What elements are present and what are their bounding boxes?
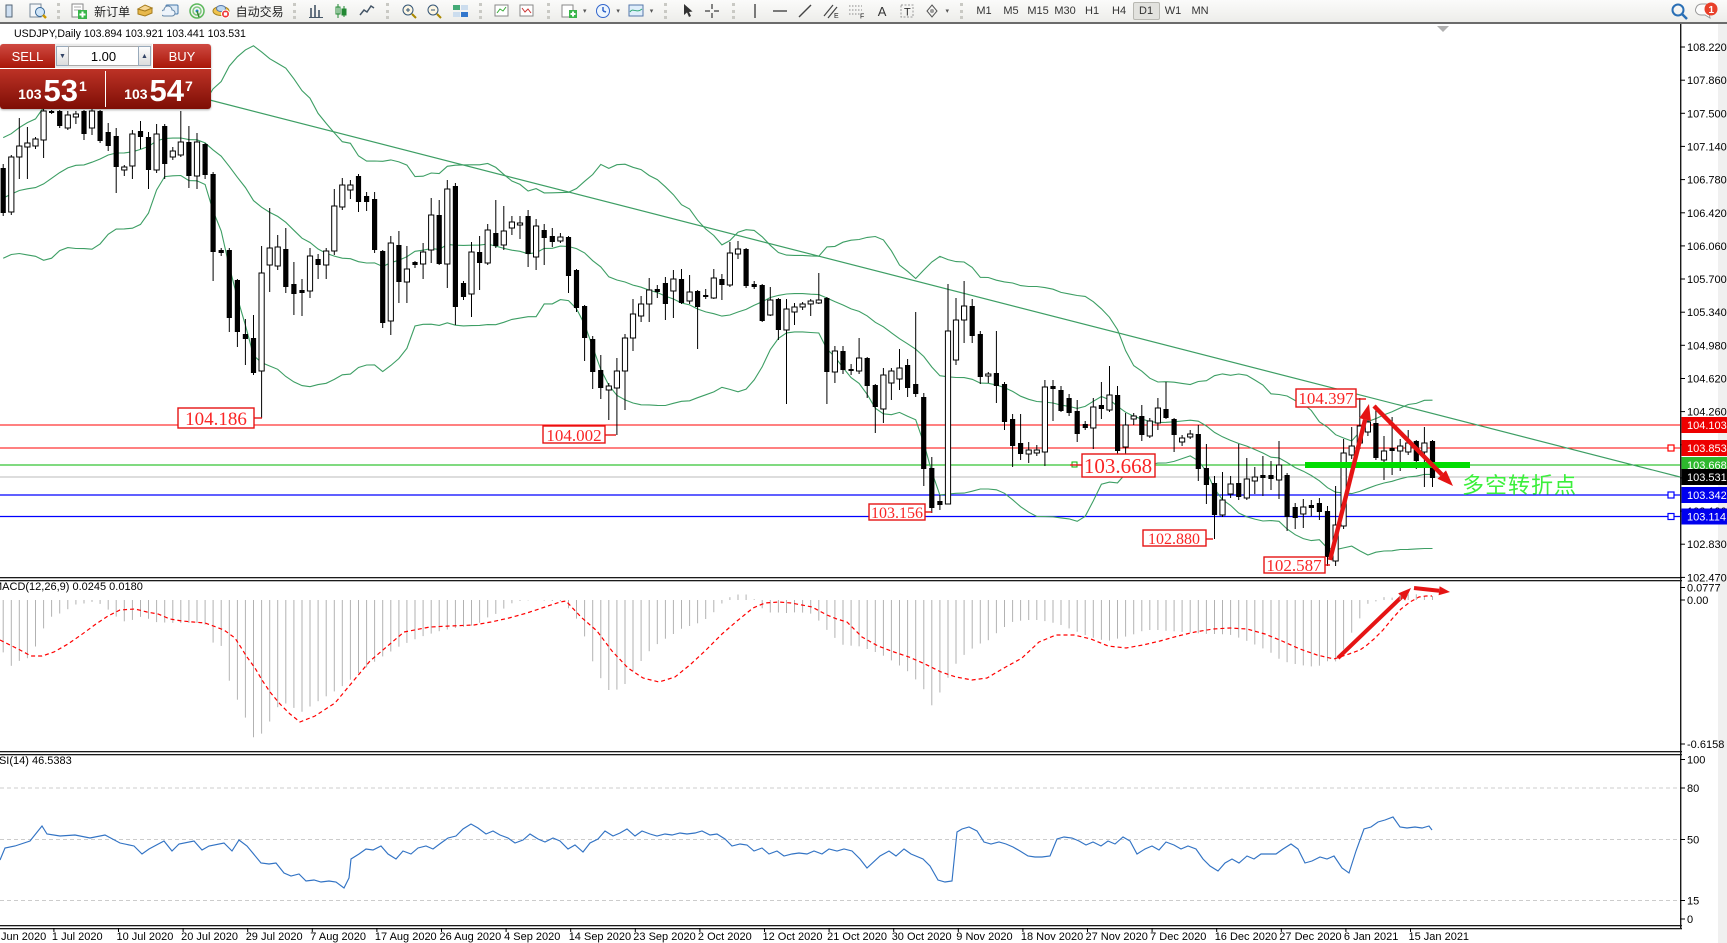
svg-text:10 Jul 2020: 10 Jul 2020 — [117, 931, 174, 943]
svg-text:102.470: 102.470 — [1687, 572, 1727, 584]
svg-text:104.980: 104.980 — [1687, 340, 1727, 352]
svg-text:MACD(12,26,9) 0.0245 0.0180: MACD(12,26,9) 0.0245 0.0180 — [0, 581, 143, 593]
svg-text:103.853: 103.853 — [1687, 443, 1727, 455]
svg-text:27 Nov 2020: 27 Nov 2020 — [1086, 931, 1148, 943]
svg-text:27 Dec 2020: 27 Dec 2020 — [1279, 931, 1341, 943]
svg-text:1: 1 — [1709, 5, 1715, 16]
svg-text:104.002: 104.002 — [546, 426, 601, 445]
svg-text:50: 50 — [1687, 835, 1699, 847]
svg-text:21 Oct 2020: 21 Oct 2020 — [827, 931, 887, 943]
svg-text:7 Aug 2020: 7 Aug 2020 — [310, 931, 366, 943]
svg-text:9 Nov 2020: 9 Nov 2020 — [956, 931, 1012, 943]
svg-text:30 Oct 2020: 30 Oct 2020 — [892, 931, 952, 943]
svg-text:Jun 2020: Jun 2020 — [1, 931, 46, 943]
svg-text:-0.6158: -0.6158 — [1687, 739, 1724, 751]
svg-text:103.531: 103.531 — [1687, 472, 1727, 484]
svg-text:107.860: 107.860 — [1687, 75, 1727, 87]
svg-text:多空转折点: 多空转折点 — [1462, 473, 1577, 498]
svg-text:0.00: 0.00 — [1687, 595, 1708, 607]
svg-text:18 Nov 2020: 18 Nov 2020 — [1021, 931, 1083, 943]
svg-text:4 Sep 2020: 4 Sep 2020 — [504, 931, 560, 943]
svg-text:2 Oct 2020: 2 Oct 2020 — [698, 931, 752, 943]
svg-text:104.103: 104.103 — [1687, 420, 1727, 432]
svg-text:102.880: 102.880 — [1148, 531, 1200, 548]
svg-text:20 Jul 2020: 20 Jul 2020 — [181, 931, 238, 943]
svg-text:26 Aug 2020: 26 Aug 2020 — [440, 931, 502, 943]
svg-text:103.342: 103.342 — [1687, 490, 1727, 502]
svg-text:F: F — [860, 14, 864, 20]
svg-text:7 Dec 2020: 7 Dec 2020 — [1150, 931, 1206, 943]
svg-text:12 Oct 2020: 12 Oct 2020 — [763, 931, 823, 943]
svg-text:106.420: 106.420 — [1687, 208, 1727, 220]
svg-text:6 Jan 2021: 6 Jan 2021 — [1344, 931, 1398, 943]
svg-text:USDJPY,Daily 103.894 103.921: USDJPY,Daily 103.894 103.921 103.441 103… — [14, 28, 246, 40]
svg-text:107.140: 107.140 — [1687, 141, 1727, 153]
svg-text:17 Aug 2020: 17 Aug 2020 — [375, 931, 437, 943]
svg-text:102.587: 102.587 — [1266, 556, 1322, 575]
svg-text:15: 15 — [1687, 896, 1699, 908]
svg-text:105.700: 105.700 — [1687, 274, 1727, 286]
svg-text:15 Jan 2021: 15 Jan 2021 — [1409, 931, 1470, 943]
svg-text:106.780: 106.780 — [1687, 175, 1727, 187]
svg-text:103.668: 103.668 — [1084, 454, 1152, 478]
svg-text:104.620: 104.620 — [1687, 374, 1727, 386]
svg-text:104.397: 104.397 — [1298, 389, 1354, 408]
svg-text:106.060: 106.060 — [1687, 241, 1727, 253]
svg-text:107.500: 107.500 — [1687, 108, 1727, 120]
svg-text:100: 100 — [1687, 755, 1705, 767]
svg-text:105.340: 105.340 — [1687, 307, 1727, 319]
svg-text:E: E — [834, 13, 839, 19]
svg-text:14 Sep 2020: 14 Sep 2020 — [569, 931, 631, 943]
svg-text:T: T — [904, 7, 911, 19]
svg-text:104.186: 104.186 — [185, 409, 247, 430]
svg-text:16 Dec 2020: 16 Dec 2020 — [1215, 931, 1277, 943]
svg-text:1 Jul 2020: 1 Jul 2020 — [52, 931, 103, 943]
svg-text:103.156: 103.156 — [871, 505, 923, 522]
svg-text:103.114: 103.114 — [1687, 512, 1726, 524]
svg-text:RSI(14) 46.5383: RSI(14) 46.5383 — [0, 755, 72, 767]
svg-text:0.0777: 0.0777 — [1687, 583, 1721, 595]
svg-text:23 Sep 2020: 23 Sep 2020 — [633, 931, 695, 943]
svg-text:104.260: 104.260 — [1687, 407, 1727, 419]
svg-text:0: 0 — [1687, 914, 1693, 926]
svg-text:80: 80 — [1687, 783, 1699, 795]
svg-text:102.830: 102.830 — [1687, 539, 1727, 551]
svg-text:108.220: 108.220 — [1687, 42, 1727, 54]
svg-text:29 Jul 2020: 29 Jul 2020 — [246, 931, 303, 943]
